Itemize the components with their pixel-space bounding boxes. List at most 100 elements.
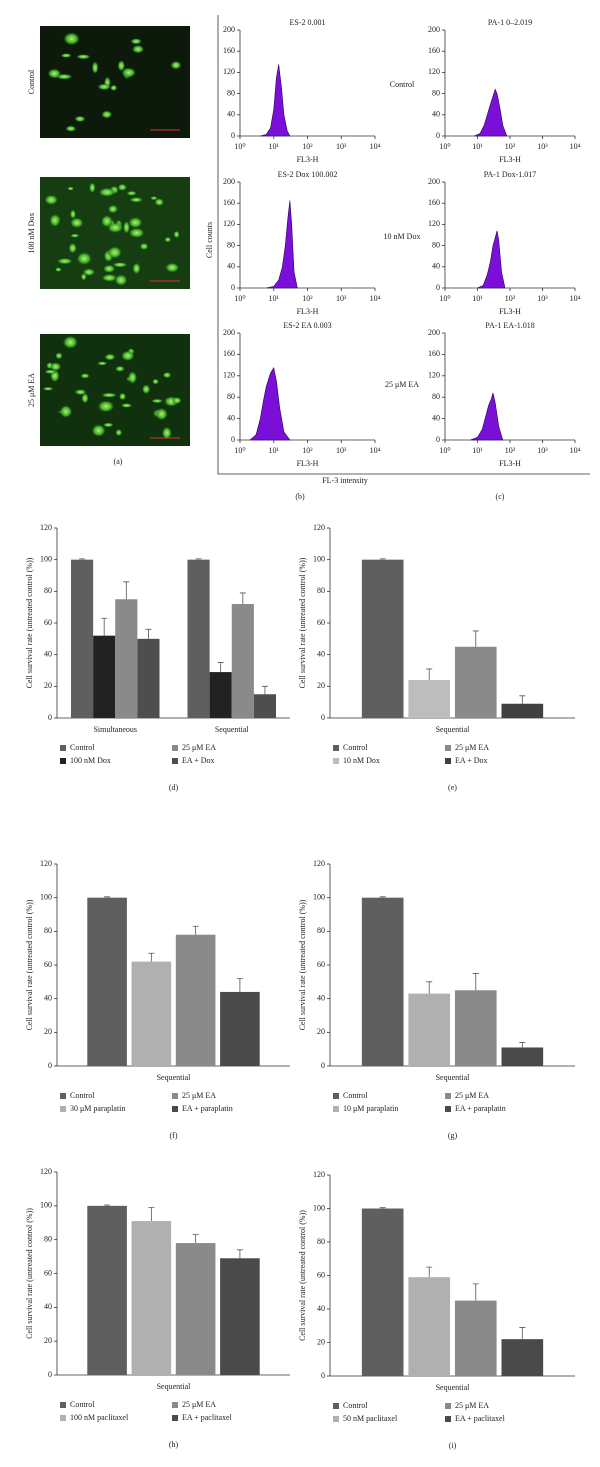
legend-swatch [60,1093,66,1099]
y-tick-label: 200 [428,328,440,337]
chart-title: ES-2 0.001 [290,18,326,27]
error-bar [519,695,526,704]
row-label: 10 nM Dox [384,232,421,241]
y-tick-label: 40 [44,1302,52,1311]
x-tick-label: 10⁴ [570,446,581,455]
x-tick-label: 10⁴ [570,294,581,303]
legend-swatch [445,1403,451,1409]
y-tick-label: 0 [48,713,52,722]
x-tick-label: Sequential [157,1382,192,1391]
legend-swatch [172,1415,178,1421]
legend-label: EA + Dox [182,756,215,765]
cell [106,245,123,260]
y-tick-label: 40 [44,649,52,658]
x-tick-label: 10³ [336,142,347,151]
outer-axis [217,15,590,475]
cell [115,428,123,437]
y-tick-label: 40 [227,262,235,271]
y-tick-label: 40 [432,110,440,119]
y-tick-label: 160 [223,198,235,207]
y-tick-label: 160 [223,349,235,358]
row-label: Control [390,80,415,89]
cell [128,227,146,239]
error-bar [472,630,479,647]
cell [162,371,172,379]
y-tick-label: 120 [40,859,52,868]
error-bar [148,952,155,962]
x-tick-label: 10¹ [269,142,280,151]
cell [114,365,126,372]
cell [164,262,180,273]
y-tick-label: 40 [227,413,235,422]
cell [67,186,75,191]
legend-swatch [333,1403,339,1409]
error-bar [472,973,479,991]
legend-label: EA + paclitaxel [182,1413,233,1422]
panel-label: (d) [169,783,179,792]
error-bar [261,685,268,695]
bar [501,703,544,718]
y-axis-label: Cell survival rate (untreated control (%… [298,899,307,1030]
y-tick-label: 80 [227,88,235,97]
legend-label: 25 μM EA [455,1091,489,1100]
histogram [477,230,506,289]
cell [44,194,59,206]
cell [98,187,116,198]
y-axis-label: Cell counts [205,222,214,258]
cell [117,59,126,72]
legend-label: 25 μM EA [455,743,489,752]
cell [49,213,61,228]
cell [127,216,143,229]
cell [170,60,182,70]
x-tick-label: 10⁴ [370,294,381,303]
cell [154,198,165,207]
y-tick-label: 100 [313,1203,325,1212]
y-tick-label: 0 [48,1061,52,1070]
x-tick-label: Sequential [157,1073,192,1082]
legend-swatch [172,758,178,764]
x-tick-label: 10⁰ [439,294,450,303]
x-tick-label: 10³ [537,446,548,455]
y-tick-label: 200 [428,25,440,34]
legend-label: 10 nM Dox [343,756,380,765]
cell [49,361,62,372]
error-bar [104,1204,111,1206]
x-tick-label: Sequential [215,725,250,734]
row-label: Control [27,69,36,94]
bar [220,1258,260,1375]
y-tick-label: 20 [44,1336,52,1345]
x-tick-label: 10¹ [472,142,483,151]
legend-swatch [172,1106,178,1112]
x-tick-label: 10² [302,294,313,303]
y-tick-label: 120 [428,371,440,380]
error-bar [104,896,111,898]
y-tick-label: 0 [231,131,235,140]
legend-swatch [172,1402,178,1408]
cell [131,44,145,54]
x-tick-label: 10⁰ [439,446,450,455]
y-tick-label: 40 [44,993,52,1002]
cell [120,350,135,362]
bar [454,1300,497,1376]
y-tick-label: 40 [317,1304,325,1313]
legend-label: 25 μM EA [182,1091,216,1100]
legend-swatch [445,1106,451,1112]
y-tick-label: 160 [428,198,440,207]
y-tick-label: 200 [428,177,440,186]
bar [70,559,94,718]
histogram [260,64,291,137]
cell [141,384,151,395]
y-tick-label: 0 [321,713,325,722]
y-tick-label: 120 [313,523,325,532]
cell [101,110,113,119]
cell [114,273,128,287]
legend-label: Control [70,1091,95,1100]
y-tick-label: 100 [40,892,52,901]
row-label: 100 nM Dox [27,213,36,254]
panel-label: (i) [449,1441,457,1450]
y-tick-label: 100 [313,892,325,901]
cell [62,335,79,350]
legend-label: Control [70,743,95,752]
cell [152,378,160,385]
legend-swatch [333,1416,339,1422]
